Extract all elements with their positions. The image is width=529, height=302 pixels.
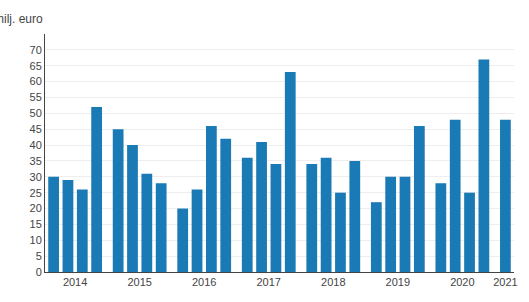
svg-text:45: 45	[30, 123, 42, 135]
svg-text:2018: 2018	[321, 276, 345, 288]
svg-text:2019: 2019	[386, 276, 410, 288]
svg-text:2017: 2017	[256, 276, 280, 288]
svg-text:20: 20	[30, 202, 42, 214]
svg-text:40: 40	[30, 139, 42, 151]
svg-text:10: 10	[30, 234, 42, 246]
svg-text:5: 5	[36, 250, 42, 262]
svg-text:0: 0	[36, 266, 42, 278]
svg-text:65: 65	[30, 60, 42, 72]
svg-text:30: 30	[30, 171, 42, 183]
svg-text:milj. euro: milj. euro	[0, 12, 43, 26]
svg-text:50: 50	[30, 107, 42, 119]
svg-text:70: 70	[30, 44, 42, 56]
svg-text:55: 55	[30, 91, 42, 103]
svg-text:2015: 2015	[127, 276, 151, 288]
svg-text:2021: 2021	[493, 276, 517, 288]
svg-text:35: 35	[30, 155, 42, 167]
svg-text:15: 15	[30, 218, 42, 230]
svg-text:25: 25	[30, 187, 42, 199]
svg-text:2016: 2016	[192, 276, 216, 288]
svg-text:2014: 2014	[63, 276, 87, 288]
svg-text:60: 60	[30, 75, 42, 87]
svg-text:2020: 2020	[450, 276, 474, 288]
